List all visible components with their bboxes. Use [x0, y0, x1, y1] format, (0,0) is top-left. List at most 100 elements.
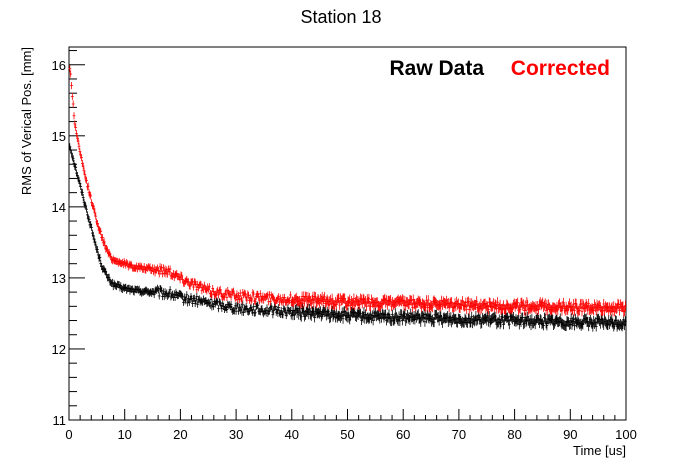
data-point: [426, 300, 429, 311]
data-point: [202, 281, 206, 289]
data-point: [403, 295, 407, 306]
data-point: [367, 293, 371, 304]
data-point: [270, 305, 274, 313]
data-point: [289, 312, 293, 320]
data-point: [487, 316, 490, 327]
data-point: [369, 301, 373, 312]
data-point: [432, 317, 436, 328]
data-point: [243, 290, 247, 298]
data-point: [240, 296, 244, 304]
plot-frame: [68, 46, 627, 421]
data-point: [75, 130, 78, 138]
chart-title: Station 18: [300, 7, 381, 27]
data-point: [522, 299, 525, 310]
data-point: [364, 296, 368, 307]
data-point: [543, 298, 547, 309]
data-point: [301, 298, 305, 309]
data-point: [501, 312, 505, 323]
data-point: [87, 216, 91, 224]
data-point: [241, 301, 245, 309]
data-point: [264, 309, 268, 317]
data-point: [166, 270, 169, 278]
data-point: [106, 246, 109, 254]
data-point: [94, 212, 98, 220]
data-point: [280, 298, 284, 306]
data-point: [423, 316, 427, 327]
data-point: [111, 278, 114, 286]
data-point: [314, 292, 317, 303]
data-point: [220, 304, 224, 313]
data-point: [507, 319, 511, 330]
data-point: [393, 313, 397, 324]
data-point: [518, 304, 522, 315]
data-point: [330, 293, 334, 304]
data-point: [319, 306, 322, 317]
data-point: [573, 305, 576, 316]
data-point: [470, 311, 474, 322]
data-point: [313, 312, 317, 323]
y-tick-label: 14: [52, 200, 66, 215]
data-point: [517, 314, 520, 325]
data-point: [71, 100, 75, 108]
data-point: [546, 304, 550, 315]
data-point: [96, 251, 100, 259]
series-raw-data: [68, 143, 627, 332]
x-tick-label: 80: [507, 427, 521, 442]
data-point: [277, 293, 281, 301]
data-point: [475, 296, 479, 307]
data-point: [384, 309, 388, 320]
data-point: [239, 303, 243, 311]
data-point: [187, 294, 190, 303]
data-point: [81, 194, 85, 202]
data-point: [238, 295, 241, 303]
data-point: [210, 291, 214, 299]
data-point: [606, 320, 610, 331]
data-point: [157, 270, 161, 278]
x-tick-label: 40: [285, 427, 299, 442]
data-point: [83, 171, 87, 179]
data-point: [156, 286, 160, 294]
data-point: [351, 299, 355, 310]
data-point: [74, 163, 78, 172]
data-point: [278, 298, 281, 306]
data-point: [235, 290, 239, 298]
data-point: [524, 305, 528, 316]
data-point: [257, 293, 261, 301]
data-point: [163, 265, 167, 273]
data-point: [224, 288, 228, 296]
data-point: [580, 306, 584, 317]
data-point: [268, 307, 271, 315]
data-point: [103, 241, 107, 250]
data-point: [424, 302, 428, 313]
x-tick-label: 10: [117, 427, 131, 442]
y-tick-label: 15: [52, 129, 66, 144]
data-point: [542, 320, 545, 331]
data-point: [359, 308, 362, 319]
data-point: [207, 283, 211, 291]
data-point: [281, 311, 285, 319]
data-point: [195, 293, 199, 301]
data-point: [196, 300, 200, 308]
data-point: [437, 315, 441, 326]
data-point: [277, 304, 281, 312]
data-point: [92, 205, 96, 213]
data-point: [216, 298, 220, 306]
data-point: [160, 287, 164, 295]
data-point: [182, 298, 185, 306]
data-point: [172, 269, 175, 278]
data-point: [323, 291, 327, 302]
data-point: [86, 182, 90, 190]
data-point: [378, 313, 382, 324]
data-point: [529, 320, 533, 331]
data-point: [72, 112, 76, 120]
data-point: [465, 304, 469, 315]
x-tick-label: 90: [563, 427, 577, 442]
data-point: [168, 265, 172, 273]
data-point: [408, 315, 412, 325]
data-point: [279, 306, 283, 315]
data-point: [522, 318, 526, 329]
data-point: [79, 182, 83, 191]
y-axis-label: RMS of Verical Pos. [mm]: [19, 47, 34, 195]
data-point: [591, 321, 595, 332]
data-point: [200, 287, 204, 295]
